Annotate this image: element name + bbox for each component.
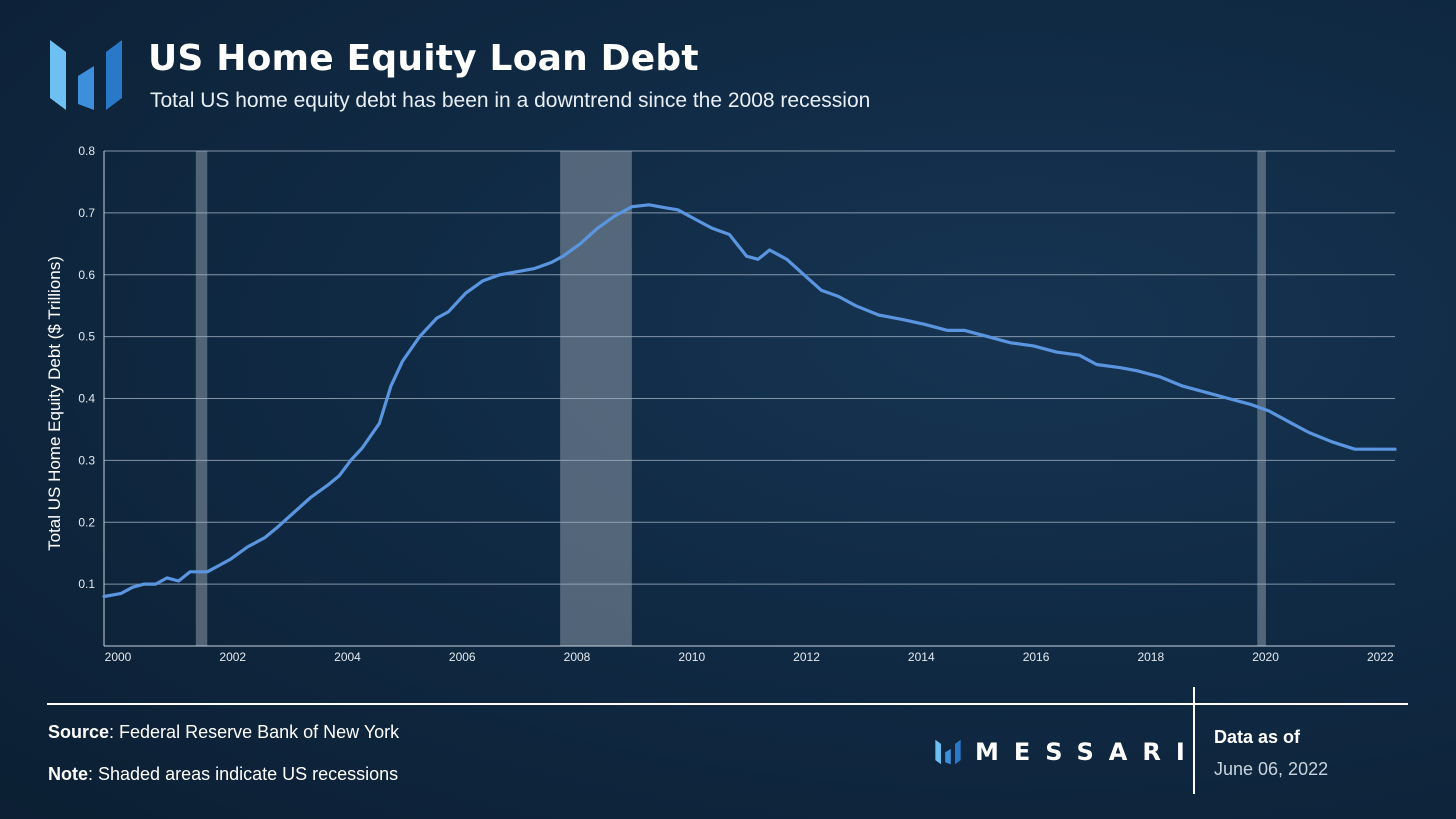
note-label: Note (48, 764, 88, 784)
footer-divider (47, 703, 1408, 705)
y-tick-label-0: 0.1 (78, 577, 95, 591)
data-as-of-label: Data as of (1214, 727, 1301, 747)
x-tick-label-6: 2012 (793, 650, 820, 664)
brand-wordmark: MESSARI (975, 738, 1200, 766)
x-tick-label-4: 2008 (564, 650, 591, 664)
page-title: US Home Equity Loan Debt (148, 38, 699, 79)
source-line: Source: Federal Reserve Bank of New York (48, 722, 399, 743)
x-tick-label-7: 2014 (908, 650, 935, 664)
logo-middle-bar (78, 66, 94, 110)
y-tick-label-3: 0.4 (78, 392, 95, 406)
x-tick-label-3: 2006 (449, 650, 476, 664)
line-chart: 0.1 0.2 0.3 0.4 0.5 0.6 0.7 0.8 2000 2002 2004 200… (45, 144, 1397, 664)
y-axis-label: Total US Home Equity Debt ($ Trillions) (45, 256, 64, 551)
source-label: Source (48, 722, 110, 742)
messari-brand: MESSARI (935, 738, 1200, 766)
y-tick-label-7: 0.8 (78, 144, 95, 158)
x-tick-label-0: 2000 (105, 650, 132, 664)
source-text: : Federal Reserve Bank of New York (109, 722, 400, 742)
series-line-0 (102, 203, 1397, 599)
x-tick-label-9: 2018 (1137, 650, 1164, 664)
y-tick-label-2: 0.3 (78, 453, 95, 467)
x-tick-label-1: 2002 (219, 650, 246, 664)
y-tick-label-4: 0.5 (78, 330, 95, 344)
logo-right-bar (106, 40, 122, 110)
note-line: Note: Shaded areas indicate US recession… (48, 764, 398, 785)
x-tick-label-8: 2016 (1023, 650, 1050, 664)
data-as-of-date: June 06, 2022 (1214, 759, 1329, 779)
y-tick-label-5: 0.6 (78, 268, 95, 282)
x-tick-label-11: 2022 (1367, 650, 1394, 664)
x-tick-label-5: 2010 (678, 650, 705, 664)
x-tick-label-2: 2004 (334, 650, 361, 664)
footer-vertical-divider (1193, 687, 1195, 794)
logo-left-bar (50, 40, 66, 110)
x-tick-label-10: 2020 (1252, 650, 1279, 664)
messari-brand-icon (935, 739, 961, 765)
y-tick-label-1: 0.2 (78, 515, 95, 529)
messari-logo-icon (50, 40, 122, 110)
note-text: : Shaded areas indicate US recessions (88, 764, 399, 784)
page-subtitle: Total US home equity debt has been in a … (150, 89, 871, 112)
y-tick-label-6: 0.7 (78, 206, 95, 220)
